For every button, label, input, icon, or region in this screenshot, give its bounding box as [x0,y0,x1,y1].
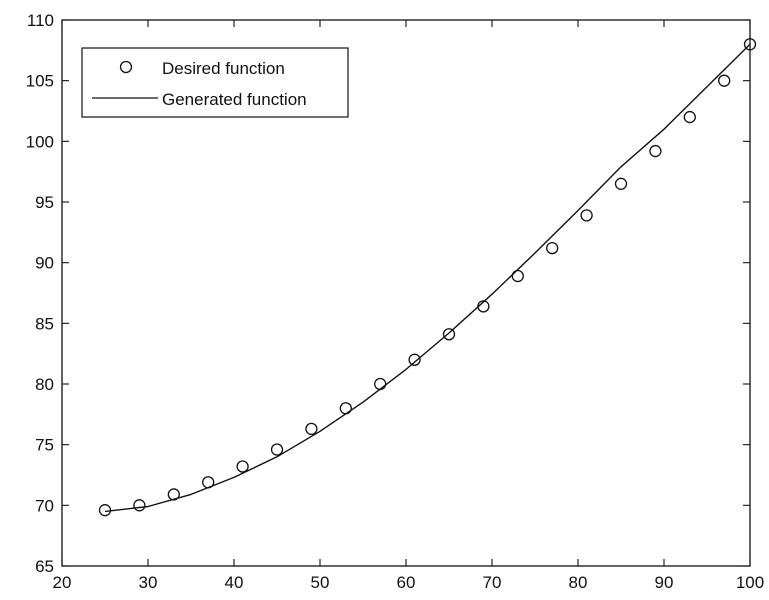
legend-label-generated: Generated function [162,90,307,109]
desired-function-point [98,504,112,517]
desired-function-point [374,377,387,391]
legend-marker-desired [119,60,133,74]
x-tick-label: 70 [483,573,502,592]
desired-function-layer [98,38,757,517]
desired-function-point [718,74,731,87]
ticks-layer: 20 30 40 50 60 70 80 90 100 65 70 75 80 85 90 95 100 105 1… [26,11,765,592]
legend-box [81,47,349,118]
x-tick-label: 100 [736,573,764,592]
y-tick-label: 95 [35,193,54,212]
desired-function-point [270,443,284,456]
y-tick-label: 80 [35,375,54,394]
y-tick-label: 85 [35,314,54,333]
desired-function-point [511,269,524,283]
x-tick-label: 60 [397,573,416,592]
legend: Desired function Generated function [81,47,349,118]
desired-function-point [408,353,421,366]
x-tick-label: 50 [311,573,330,592]
desired-function-point [133,499,146,512]
desired-function-point [546,241,559,255]
desired-function-point [477,300,490,313]
x-tick-label: 30 [139,573,158,592]
desired-function-point [236,460,249,473]
y-tick-label: 65 [35,557,54,576]
desired-function-point [614,177,628,190]
x-tick-label: 20 [53,573,72,592]
desired-function-point [683,110,696,124]
desired-function-point [580,209,593,222]
legend-label-desired: Desired function [162,59,285,78]
y-tick-label: 105 [26,72,54,91]
desired-function-point [202,476,215,489]
x-tick-label: 80 [569,573,588,592]
x-tick-label: 90 [655,573,674,592]
y-tick-label: 70 [35,496,54,515]
desired-function-point [442,328,456,341]
desired-function-point [305,422,318,436]
desired-function-point [339,402,352,415]
y-tick-label: 90 [35,254,54,273]
y-tick-label: 75 [35,436,54,455]
desired-function-point [167,488,180,501]
x-tick-label: 40 [225,573,244,592]
desired-function-point [649,144,662,158]
y-tick-label: 110 [27,11,54,30]
y-tick-label: 100 [26,132,54,151]
